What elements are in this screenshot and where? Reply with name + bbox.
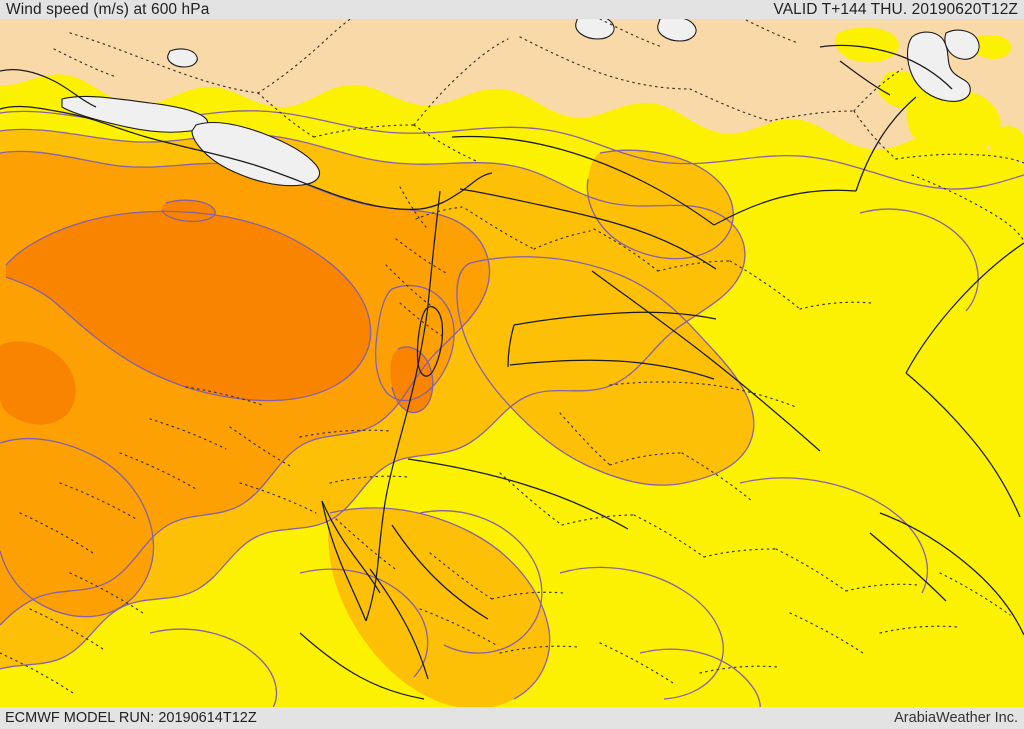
valid-time-label: VALID T+144 THU. 20190620T12Z — [773, 1, 1018, 18]
band-highest-satellite — [161, 200, 216, 222]
credit-label: ArabiaWeather Inc. — [894, 710, 1018, 726]
footer-bar: ECMWF MODEL RUN: 20190614T12Z ArabiaWeat… — [0, 707, 1024, 729]
band-highest-deadsea-finger — [390, 347, 433, 413]
band-moderate-east-lobe — [456, 256, 754, 486]
water-bodies — [61, 14, 980, 187]
band-highest-core — [6, 211, 371, 401]
lake-urmia — [944, 29, 980, 60]
band-low-east-turkey — [834, 27, 899, 63]
band-lowest-anatolia — [0, 13, 1024, 164]
model-run-label: ECMWF MODEL RUN: 20190614T12Z — [5, 710, 257, 726]
page-title: Wind speed (m/s) at 600 hPa — [6, 1, 210, 18]
band-high-south-lobe — [0, 438, 154, 617]
small-lake-1 — [167, 48, 198, 68]
admin-boundaries — [0, 14, 1024, 696]
map-canvas[interactable] — [0, 13, 1024, 716]
header-bar: Wind speed (m/s) at 600 hPa VALID T+144 … — [0, 0, 1024, 19]
band-low-patch-1 — [971, 35, 1012, 59]
band-highest-west — [0, 341, 76, 425]
wind-speed-contour-map — [0, 13, 1024, 716]
coastlines-and-borders — [0, 44, 1024, 700]
band-moderate-patch-north — [587, 150, 734, 259]
band-moderate-south — [328, 507, 550, 709]
band-low-iraq-north — [906, 87, 1001, 155]
cyprus-island — [191, 122, 320, 187]
lake-van — [906, 31, 971, 102]
contour-lines — [0, 110, 1024, 716]
band-low-patch-2 — [988, 126, 1024, 163]
